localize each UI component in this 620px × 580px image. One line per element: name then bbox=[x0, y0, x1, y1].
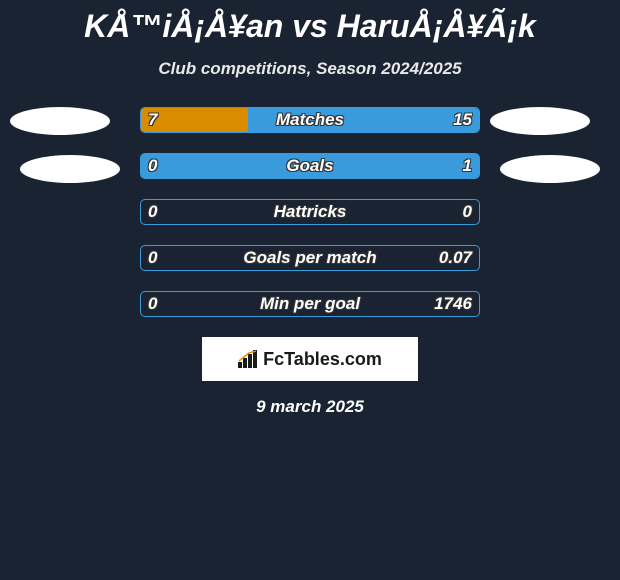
stat-value-right: 1746 bbox=[434, 291, 472, 317]
stat-row: Goals0 1 bbox=[0, 153, 620, 179]
badge-label: FcTables.com bbox=[238, 349, 382, 370]
stat-row: Goals per match0 0.07 bbox=[0, 245, 620, 271]
stat-row: Min per goal0 1746 bbox=[0, 291, 620, 317]
stat-label: Min per goal bbox=[140, 291, 480, 317]
chart-icon bbox=[238, 350, 260, 368]
stat-value-right: 15 bbox=[453, 107, 472, 133]
stat-value-left: 0 bbox=[148, 153, 157, 179]
comparison-card: KÅ™iÅ¡Å¥an vs HaruÅ¡Å¥Ã¡k Club competiti… bbox=[0, 8, 620, 417]
stat-value-left: 7 bbox=[148, 107, 157, 133]
stat-value-left: 0 bbox=[148, 245, 157, 271]
stat-value-right: 0.07 bbox=[439, 245, 472, 271]
date-label: 9 march 2025 bbox=[0, 397, 620, 417]
stat-value-left: 0 bbox=[148, 199, 157, 225]
stat-label: Goals bbox=[140, 153, 480, 179]
fctables-badge[interactable]: FcTables.com bbox=[202, 337, 418, 381]
badge-text: FcTables.com bbox=[263, 349, 382, 370]
stat-value-right: 1 bbox=[463, 153, 472, 179]
stat-label: Matches bbox=[140, 107, 480, 133]
page-title: KÅ™iÅ¡Å¥an vs HaruÅ¡Å¥Ã¡k bbox=[0, 8, 620, 45]
stat-label: Goals per match bbox=[140, 245, 480, 271]
page-subtitle: Club competitions, Season 2024/2025 bbox=[0, 59, 620, 79]
stat-row: Matches7 15 bbox=[0, 107, 620, 133]
stats-area: Matches715Goals01Hattricks00Goals per ma… bbox=[0, 107, 620, 317]
stat-row: Hattricks0 0 bbox=[0, 199, 620, 225]
stat-label: Hattricks bbox=[140, 199, 480, 225]
stat-value-right: 0 bbox=[463, 199, 472, 225]
stat-value-left: 0 bbox=[148, 291, 157, 317]
